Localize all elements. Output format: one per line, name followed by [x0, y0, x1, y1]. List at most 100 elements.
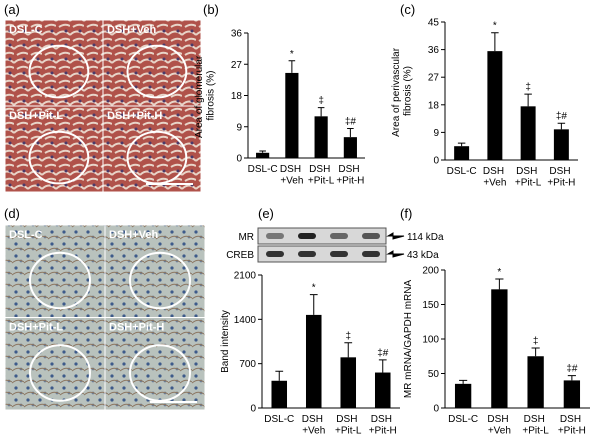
error-bar — [524, 93, 532, 107]
y-tick-label: 27 — [231, 60, 243, 71]
y-tick-label: 9 — [236, 122, 242, 133]
error-bar — [378, 359, 387, 373]
blot-size-label: 114 kDa — [407, 232, 444, 243]
error-bar — [491, 32, 499, 52]
bar — [454, 383, 472, 408]
bar — [343, 137, 357, 158]
blot-band — [266, 251, 284, 257]
blot-row-label: MR — [238, 232, 254, 243]
error-bar — [567, 375, 576, 381]
y-tick-label: 2100 — [234, 271, 257, 282]
error-bar — [259, 150, 266, 153]
blot-band — [266, 233, 284, 239]
y-tick-label: 100 — [422, 335, 439, 346]
bar — [527, 356, 544, 408]
x-tick-label: DSL-C — [447, 166, 477, 177]
image-label: DSH+Veh — [109, 229, 158, 241]
bar — [374, 372, 391, 408]
blot-arrow — [386, 250, 405, 258]
error-bar — [531, 347, 540, 357]
bar — [454, 146, 470, 160]
significance-mark: ‡ — [525, 82, 531, 93]
panel-label: (d) — [4, 206, 20, 221]
image-label: DSL-C — [9, 24, 43, 36]
error-bar — [344, 342, 353, 358]
error-bar — [457, 142, 466, 147]
y-axis-label: MR mRNA/GAPDH mRNA — [403, 280, 414, 399]
bar — [487, 51, 503, 161]
bar — [256, 152, 270, 158]
y-axis-label: Area of glomerular fibrosis (%) — [194, 53, 217, 138]
x-tick-label: DSL-C — [448, 414, 478, 425]
bar — [305, 314, 322, 408]
panel-label: (c) — [400, 2, 415, 17]
x-tick-label: DSH +Pit-L — [308, 164, 335, 187]
x-tick-label: DSH +Veh — [302, 414, 326, 437]
significance-mark: * — [312, 283, 316, 294]
panel-label: (e) — [258, 206, 274, 221]
blot-band — [362, 233, 380, 239]
bar — [563, 380, 581, 408]
y-tick-label: 0 — [236, 154, 242, 165]
image-label: DSH+Pit-H — [107, 110, 162, 122]
error-bar — [317, 107, 325, 117]
significance-mark: * — [497, 267, 501, 278]
bar — [271, 380, 288, 408]
y-tick-label: 0 — [250, 404, 256, 415]
panel-label: (f) — [400, 206, 412, 221]
x-tick-label: DSH +Veh — [280, 164, 304, 187]
glomerulus-outline — [28, 44, 90, 99]
y-tick-label: 1400 — [234, 315, 257, 326]
significance-mark: ‡# — [377, 348, 389, 359]
significance-mark: * — [290, 49, 294, 60]
blot-row-label: CREB — [226, 250, 254, 261]
panel-label: (a) — [4, 2, 20, 17]
bar — [314, 116, 328, 158]
x-tick-label: DSH +Pit-H — [336, 164, 364, 187]
error-bar — [557, 122, 566, 130]
x-tick-label: DSH +Veh — [483, 166, 507, 189]
significance-mark: ‡# — [345, 116, 357, 127]
blot-size-label: 43 kDa — [407, 250, 439, 261]
significance-mark: ‡ — [345, 331, 351, 342]
x-tick-label: DSH +Pit-L — [335, 414, 362, 437]
glomerulus-outline — [126, 44, 188, 99]
bar — [340, 357, 357, 408]
significance-mark: ‡ — [318, 96, 324, 107]
error-bar — [288, 60, 296, 73]
image-label: DSH+Pit-L — [9, 322, 63, 334]
y-tick-label: 45 — [428, 18, 440, 29]
blot-band — [298, 251, 316, 257]
blot-band — [330, 251, 348, 257]
x-tick-label: DSH +Pit-H — [369, 414, 397, 437]
x-tick-label: DSH +Pit-H — [558, 414, 586, 437]
y-tick-label: 9 — [433, 128, 439, 139]
glomerulus-outline — [29, 344, 91, 402]
y-tick-label: 700 — [239, 359, 256, 370]
error-bar — [347, 127, 354, 138]
significance-mark: ‡# — [556, 111, 568, 122]
glomerulus-outline — [29, 251, 91, 310]
image-label: DSH+Pit-H — [109, 322, 164, 334]
x-tick-label: DSL-C — [248, 164, 278, 175]
error-bar — [459, 379, 468, 384]
blot-band — [298, 233, 316, 239]
x-tick-label: DSH +Veh — [487, 414, 511, 437]
y-tick-label: 0 — [433, 156, 439, 167]
x-tick-label: DSH +Pit-L — [522, 414, 549, 437]
blot-band — [330, 233, 348, 239]
image-label: DSL-C — [9, 229, 43, 241]
error-bar — [309, 294, 318, 315]
bar — [491, 289, 508, 408]
image-label: DSH+Pit-L — [9, 110, 63, 122]
y-tick-label: 36 — [428, 45, 440, 56]
significance-mark: ‡ — [533, 336, 539, 347]
x-tick-label: DSH +Pit-L — [515, 166, 542, 189]
image-label: DSH+Veh — [107, 24, 156, 36]
error-bar — [495, 278, 504, 290]
bar — [553, 129, 569, 160]
y-tick-label: 150 — [422, 300, 439, 311]
bar — [285, 72, 299, 158]
glomerulus-outline — [129, 251, 191, 310]
